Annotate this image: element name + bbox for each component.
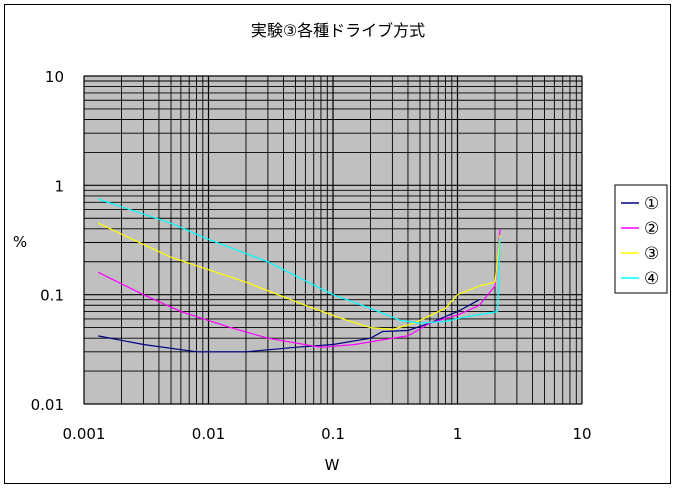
y-tick-labels: 0.01 0.1 1 10 bbox=[31, 68, 64, 414]
x-tick-label: 0.01 bbox=[192, 425, 225, 443]
series-line-2 bbox=[97, 228, 501, 348]
series-line-3 bbox=[97, 222, 501, 331]
legend-label-4: ④ bbox=[644, 269, 659, 289]
x-tick-label: 10 bbox=[572, 425, 591, 443]
y-tick-label: 10 bbox=[45, 68, 64, 86]
grid-lines bbox=[83, 75, 583, 405]
y-tick-label: 1 bbox=[54, 177, 64, 195]
y-tick-label: 0.01 bbox=[31, 396, 64, 414]
x-tick-label: 1 bbox=[453, 425, 463, 443]
chart-title: 実験③各種ドライブ方式 bbox=[251, 21, 425, 40]
series-group bbox=[97, 198, 501, 353]
legend-label-1: ① bbox=[644, 194, 659, 214]
y-tick-label: 0.1 bbox=[40, 287, 64, 305]
legend: ① ② ③ ④ bbox=[614, 184, 668, 294]
x-tick-labels: 0.001 0.01 0.1 1 10 bbox=[63, 425, 592, 443]
legend-label-3: ③ bbox=[644, 244, 659, 264]
legend-label-2: ② bbox=[644, 219, 659, 239]
x-tick-label: 0.1 bbox=[321, 425, 345, 443]
y-axis-label: % bbox=[13, 233, 27, 251]
series-line-4 bbox=[98, 198, 501, 324]
x-axis-label: W bbox=[325, 456, 340, 474]
x-tick-label: 0.001 bbox=[63, 425, 106, 443]
